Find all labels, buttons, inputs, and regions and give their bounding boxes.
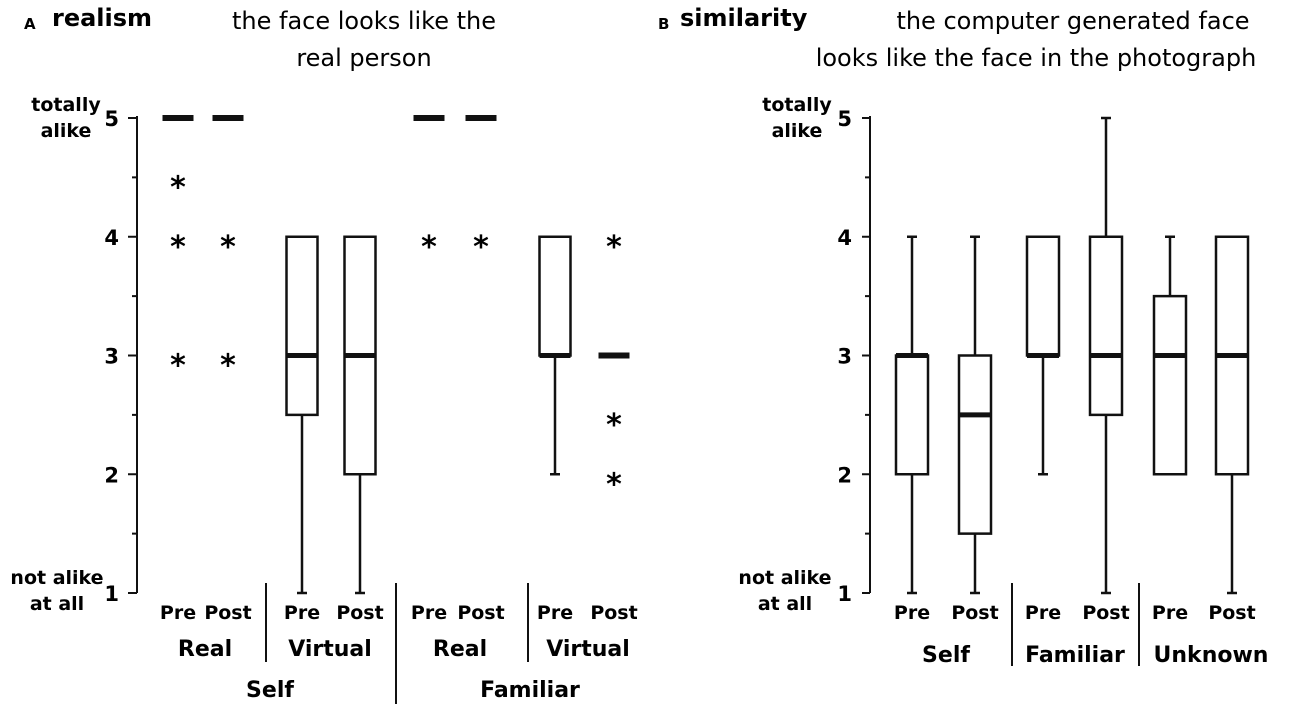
y-tick-label: 4 xyxy=(837,226,852,250)
group-label: Self xyxy=(246,678,294,703)
box-plot xyxy=(285,235,319,595)
panel-title: realism xyxy=(52,4,152,32)
subgroup-label: Virtual xyxy=(288,637,372,662)
outlier-marker: * xyxy=(606,408,622,443)
box-iqr xyxy=(538,235,572,357)
x-category-label: Pre xyxy=(160,602,196,624)
box-plot: ** xyxy=(212,115,244,384)
y-tick-label: 4 xyxy=(104,226,119,250)
y-bottom-label: not alike xyxy=(738,567,831,589)
x-category-label: Pre xyxy=(411,602,447,624)
y-bottom-label: at all xyxy=(758,593,812,615)
y-tick-label: 5 xyxy=(104,107,119,131)
y-top-label: alike xyxy=(772,120,823,142)
box-plot xyxy=(1214,235,1250,595)
box-plot xyxy=(538,235,572,476)
box-iqr xyxy=(285,235,319,417)
panel-title: similarity xyxy=(680,4,808,32)
box-plot xyxy=(1025,235,1061,476)
box-iqr xyxy=(1088,235,1124,417)
box-iqr xyxy=(1152,294,1188,476)
x-category-label: Post xyxy=(951,602,998,624)
group-label: Familiar xyxy=(480,678,580,703)
x-category-label: Post xyxy=(457,602,504,624)
box-plot: * xyxy=(465,115,497,265)
box-plot xyxy=(894,235,930,595)
y-tick-label: 1 xyxy=(837,582,852,606)
x-category-label: Post xyxy=(336,602,383,624)
subgroup-label: Real xyxy=(433,637,487,662)
x-category-label: Pre xyxy=(284,602,320,624)
x-category-label: Pre xyxy=(1025,602,1061,624)
box-iqr xyxy=(894,354,930,476)
panel-subtitle-line: the computer generated face xyxy=(896,7,1249,35)
y-bottom-label: not alike xyxy=(10,567,103,589)
panel-subtitle-line: real person xyxy=(296,44,431,72)
y-tick-label: 3 xyxy=(837,345,852,369)
box-plot xyxy=(1152,235,1188,476)
outlier-marker: * xyxy=(606,467,622,502)
box-plot xyxy=(957,235,993,595)
y-tick-label: 2 xyxy=(104,463,119,487)
outlier-marker: * xyxy=(220,349,236,384)
x-category-label: Post xyxy=(1208,602,1255,624)
y-tick-label: 5 xyxy=(837,107,852,131)
outlier-marker: * xyxy=(170,230,186,265)
outlier-marker: * xyxy=(220,230,236,265)
panel-subtitle-line: the face looks like the xyxy=(232,7,496,35)
x-category-label: Pre xyxy=(537,602,573,624)
group-label: Self xyxy=(922,643,970,668)
outlier-marker: * xyxy=(606,230,622,265)
panel-letter: B xyxy=(658,15,669,33)
x-category-label: Post xyxy=(1082,602,1129,624)
x-category-label: Post xyxy=(204,602,251,624)
x-category-label: Pre xyxy=(894,602,930,624)
box-plot xyxy=(343,235,377,595)
box-plot: * xyxy=(413,115,445,265)
y-top-label: totally xyxy=(762,94,832,116)
group-label: Familiar xyxy=(1025,643,1125,668)
y-bottom-label: at all xyxy=(30,593,84,615)
box-plot: * * * xyxy=(598,230,630,502)
box-iqr xyxy=(957,354,993,535)
x-category-label: Post xyxy=(590,602,637,624)
panel-letter: A xyxy=(24,15,36,33)
y-tick-label: 1 xyxy=(104,582,119,606)
group-label: Unknown xyxy=(1154,643,1269,668)
outlier-marker: * xyxy=(421,230,437,265)
outlier-marker: * xyxy=(473,230,489,265)
panel-subtitle-line: looks like the face in the photograph xyxy=(816,44,1257,72)
subgroup-label: Virtual xyxy=(546,637,630,662)
x-category-label: Pre xyxy=(1152,602,1188,624)
y-tick-label: 3 xyxy=(104,345,119,369)
outlier-marker: * xyxy=(170,170,186,205)
outlier-marker: * xyxy=(170,349,186,384)
box-plot: * * * xyxy=(162,115,194,384)
subgroup-label: Real xyxy=(178,637,232,662)
y-top-label: totally xyxy=(31,94,101,116)
box-plot xyxy=(1088,116,1124,595)
y-top-label: alike xyxy=(41,120,92,142)
box-iqr xyxy=(1025,235,1061,357)
y-tick-label: 2 xyxy=(837,463,852,487)
